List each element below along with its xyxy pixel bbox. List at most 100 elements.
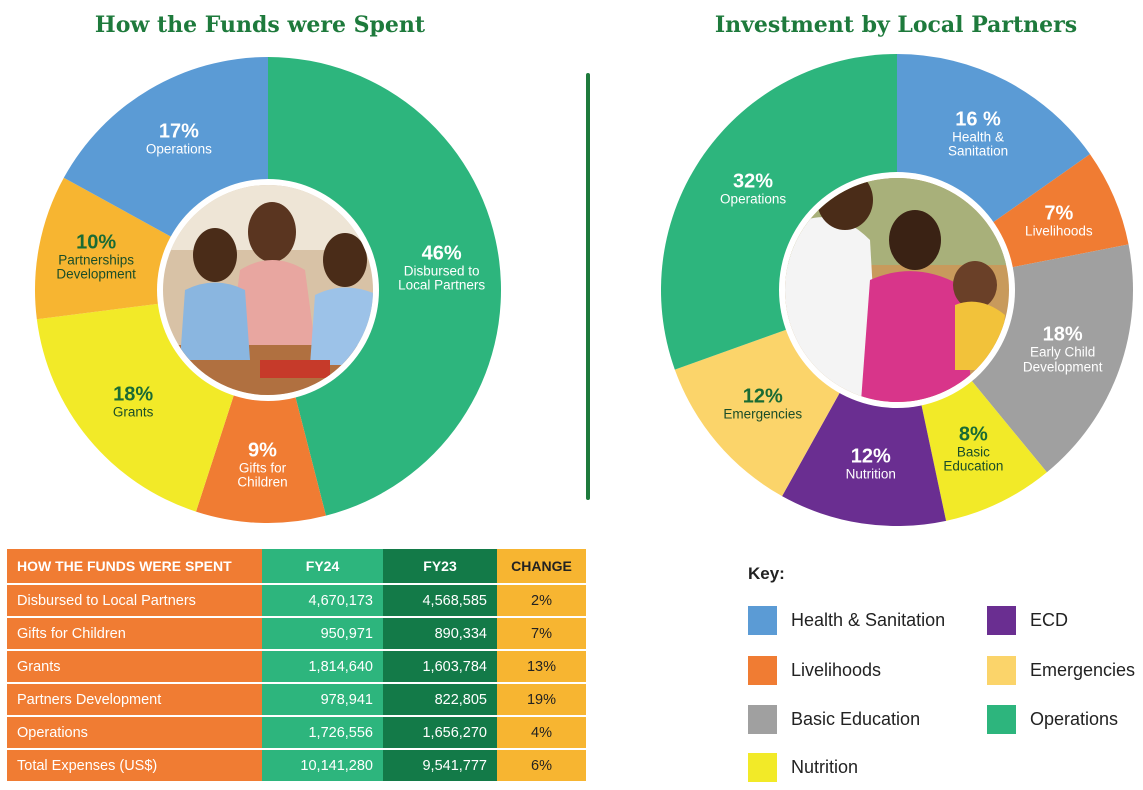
key-label: Basic Education — [791, 709, 921, 729]
table-row: Disbursed to Local Partners 4,670,173 4,56… — [7, 585, 586, 618]
row-category: Total Expenses (US$) — [7, 750, 262, 783]
slice-name: Grants — [112, 403, 154, 419]
slice-name: Operations — [145, 141, 212, 157]
slice-name: Livelihoods — [1025, 223, 1093, 239]
row-fy24: 4,670,173 — [262, 585, 383, 618]
slice-percent: 7% — [1044, 202, 1074, 225]
invest-label-basic-education: 8% Basic Education — [943, 422, 1004, 474]
row-fy24: 978,941 — [262, 684, 383, 717]
key-item-operations: Operations — [987, 705, 1118, 734]
invest-label-livelihoods: 7% Livelihoods — [1025, 203, 1093, 238]
slice-percent: 32% — [733, 170, 774, 193]
row-category: Disbursed to Local Partners — [7, 585, 262, 618]
key-item-basic-education: Basic Education — [748, 705, 920, 734]
row-change: 4% — [497, 717, 586, 750]
key-label: Nutrition — [791, 757, 859, 777]
slice-percent: 16 % — [955, 108, 1001, 131]
slice-percent: 18% — [113, 382, 154, 405]
slice-name: Early Child Development — [1022, 344, 1103, 374]
row-change: 2% — [497, 585, 586, 618]
slice-name: Disbursed to Local Partners — [398, 263, 486, 293]
slice-percent: 10% — [76, 231, 117, 254]
row-category: Operations — [7, 717, 262, 750]
row-fy23: 4,568,585 — [383, 585, 497, 618]
right-center-photo — [779, 172, 1015, 408]
row-category: Grants — [7, 651, 262, 684]
donut-charts — [35, 54, 1133, 527]
table-row: Partners Development 978,941 822,805 19% — [7, 684, 586, 717]
slice-percent: 12% — [742, 385, 783, 408]
key-item-emergencies: Emergencies — [987, 656, 1135, 685]
spent-label-partnerships-development: 10% Partnerships Development — [56, 231, 136, 282]
key-title: Key: — [748, 564, 785, 583]
slice-name: Nutrition — [845, 466, 896, 482]
header-change: CHANGE — [497, 549, 586, 585]
key-label: ECD — [1030, 610, 1069, 630]
invest-label-operations: 32% Operations — [720, 171, 786, 206]
key-swatch — [748, 705, 777, 734]
row-fy24: 1,814,640 — [262, 651, 383, 684]
key-label: Emergencies — [1030, 660, 1136, 680]
key-swatch — [748, 606, 777, 635]
key-item-livelihoods: Livelihoods — [748, 656, 881, 685]
key-item-health-sanitation: Health & Sanitation — [748, 606, 945, 635]
invest-label-health-sanitation: 16 % Health & Sanitation — [948, 109, 1008, 158]
slice-percent: 12% — [850, 445, 891, 468]
key-swatch — [987, 606, 1016, 635]
funds-table: HOW THE FUNDS WERE SPENT FY24 FY23 CHANG… — [7, 549, 586, 783]
spent-label-grants: 18% Grants — [112, 382, 154, 419]
table-row: Total Expenses (US$) 10,141,280 9,541,777 6… — [7, 750, 586, 783]
spent-label-gifts-for-children: 9% Gifts for Children — [237, 440, 287, 489]
row-change: 13% — [497, 651, 586, 684]
key-item-nutrition: Nutrition — [748, 753, 858, 782]
invest-label-emergencies: 12% Emergencies — [723, 386, 802, 421]
slice-name: Partnerships Development — [56, 252, 136, 282]
slice-percent: 46% — [421, 242, 462, 265]
spent-slice-disbursed-to-local-partners — [268, 57, 501, 516]
row-category: Gifts for Children — [7, 618, 262, 651]
slice-name: Operations — [720, 191, 787, 207]
slice-name: Gifts for Children — [237, 460, 288, 490]
row-change: 7% — [497, 618, 586, 651]
row-category: Partners Development — [7, 684, 262, 717]
spent-label-disbursed-to-local-partners: 46% Disbursed to Local Partners — [398, 243, 485, 292]
slice-percent: 18% — [1042, 323, 1083, 346]
key-label: Operations — [1030, 709, 1119, 729]
table-row: Grants 1,814,640 1,603,784 13% — [7, 651, 586, 684]
row-fy24: 950,971 — [262, 618, 383, 651]
left-chart-title: How the Funds were Spent — [94, 12, 426, 38]
right-chart-title: Investment by Local Partners — [714, 12, 1078, 38]
row-fy23: 890,334 — [383, 618, 497, 651]
divider — [586, 73, 590, 500]
spent-label-operations: 17% Operations — [145, 120, 212, 157]
row-fy24: 10,141,280 — [262, 750, 383, 783]
key-swatch — [987, 705, 1016, 734]
row-change: 6% — [497, 750, 586, 783]
row-change: 19% — [497, 684, 586, 717]
slice-percent: 17% — [158, 120, 199, 143]
row-fy23: 1,603,784 — [383, 651, 497, 684]
key-swatch — [748, 656, 777, 685]
header-category: HOW THE FUNDS WERE SPENT — [7, 549, 262, 585]
slice-percent: 8% — [958, 422, 988, 445]
slice-name: Emergencies — [723, 406, 803, 422]
row-fy23: 822,805 — [383, 684, 497, 717]
header-fy24: FY24 — [262, 549, 383, 585]
left-center-photo — [157, 179, 379, 401]
table-row: Operations 1,726,556 1,656,270 4% — [7, 717, 586, 750]
invest-label-early-child-development: 18% Early Child Development — [1022, 323, 1103, 374]
row-fy24: 1,726,556 — [262, 717, 383, 750]
key-swatch — [748, 753, 777, 782]
spent-slice-gifts-for-children — [195, 290, 326, 523]
key-label: Livelihoods — [791, 660, 882, 680]
slice-percent: 9% — [248, 439, 277, 462]
table-header-row: HOW THE FUNDS WERE SPENT FY24 FY23 CHANG… — [7, 549, 586, 585]
key-swatch — [987, 656, 1016, 685]
invest-label-nutrition: 12% Nutrition — [846, 446, 896, 481]
row-fy23: 1,656,270 — [383, 717, 497, 750]
slice-name: Health & Sanitation — [948, 129, 1009, 159]
header-fy23: FY23 — [383, 549, 497, 585]
table-row: Gifts for Children 950,971 890,334 7% — [7, 618, 586, 651]
slice-name: Basic Education — [943, 443, 1004, 474]
key-item-ecd: ECD — [987, 606, 1068, 635]
